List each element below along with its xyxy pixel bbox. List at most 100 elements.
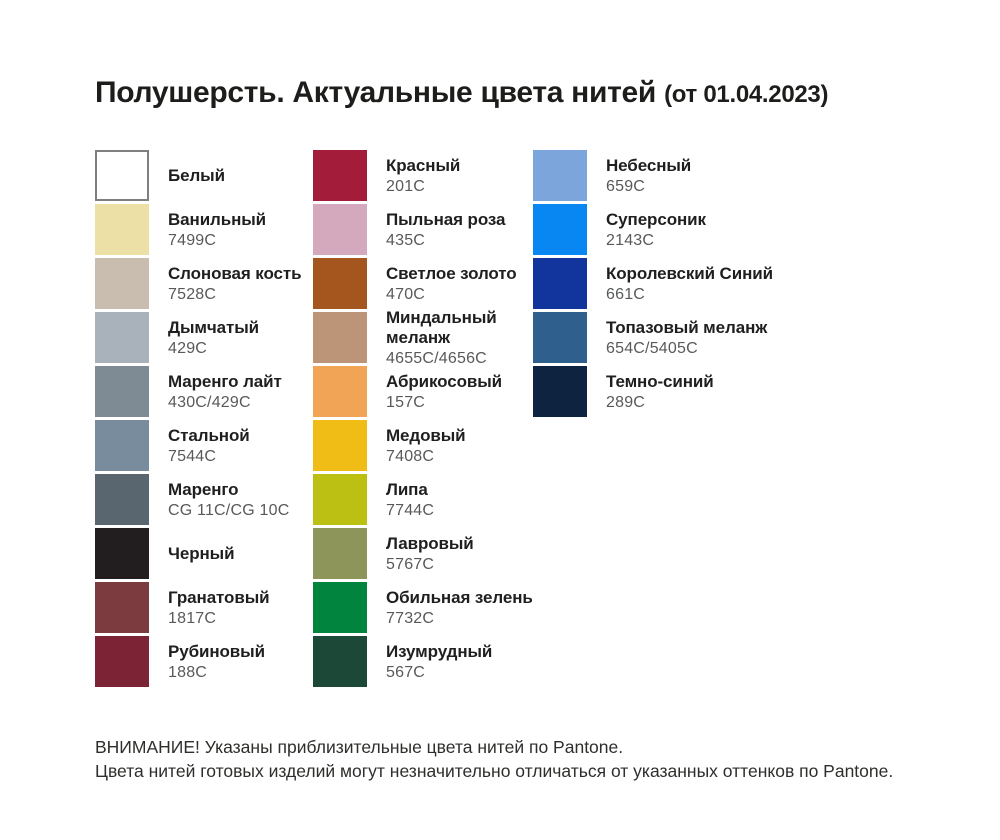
color-swatch <box>95 258 149 309</box>
color-row: Маренго лайт 430C/429C <box>95 366 326 417</box>
color-labels: Маренго лайт 430C/429C <box>168 372 326 412</box>
swatch-column-2: Красный 201C Пыльная роза 435C Светлое золот… <box>313 150 544 690</box>
color-code: 2143C <box>606 231 655 249</box>
color-code: 7528C <box>168 285 217 303</box>
color-swatch <box>95 420 149 471</box>
color-labels: Гранатовый 1817C <box>168 588 326 628</box>
color-labels: Абрикосовый 157C <box>386 372 544 412</box>
color-swatch <box>95 150 149 201</box>
color-name: Миндальный меланж <box>386 307 497 347</box>
color-row: Абрикосовый 157C <box>313 366 544 417</box>
color-swatch <box>95 528 149 579</box>
color-code: 567C <box>386 663 426 681</box>
color-name: Черный <box>168 543 235 563</box>
color-swatch <box>313 204 367 255</box>
color-row: Королевский Синий 661C <box>533 258 798 309</box>
color-name: Небесный <box>606 155 692 175</box>
color-labels: Лавровый 5767C <box>386 534 544 574</box>
color-code: 5767C <box>386 555 435 573</box>
color-swatch <box>313 636 367 687</box>
color-labels: Черный <box>168 544 326 564</box>
color-row: Обильная зелень 7732C <box>313 582 544 633</box>
color-row: Дымчатый 429C <box>95 312 326 363</box>
color-row: Светлое золото 470C <box>313 258 544 309</box>
color-name: Дымчатый <box>168 317 260 337</box>
color-name: Пыльная роза <box>386 209 506 229</box>
color-code: 7744C <box>386 501 435 519</box>
color-swatch <box>95 366 149 417</box>
page-title-date: (от 01.04.2023) <box>664 81 829 108</box>
page-title-main: Полушерсть. Актуальные цвета нитей <box>95 76 657 109</box>
color-row: Рубиновый 188C <box>95 636 326 687</box>
color-row: Маренго CG 11C/CG 10C <box>95 474 326 525</box>
color-name: Светлое золото <box>386 263 517 283</box>
color-labels: Дымчатый 429C <box>168 318 326 358</box>
color-swatch <box>313 366 367 417</box>
color-code: 188C <box>168 663 208 681</box>
color-swatch <box>313 420 367 471</box>
color-name: Изумрудный <box>386 641 493 661</box>
color-labels: Маренго CG 11C/CG 10C <box>168 480 326 520</box>
color-row: Топазовый меланж 654C/5405C <box>533 312 798 363</box>
color-name: Стальной <box>168 425 250 445</box>
color-swatch <box>313 150 367 201</box>
color-swatch <box>533 150 587 201</box>
color-labels: Суперсоник 2143C <box>606 210 798 250</box>
color-row: Стальной 7544C <box>95 420 326 471</box>
color-name: Гранатовый <box>168 587 270 607</box>
color-swatch <box>95 636 149 687</box>
color-name: Белый <box>168 165 225 185</box>
color-name: Липа <box>386 479 428 499</box>
color-labels: Красный 201C <box>386 156 544 196</box>
color-row: Небесный 659C <box>533 150 798 201</box>
color-labels: Светлое золото 470C <box>386 264 544 304</box>
color-code: 201C <box>386 177 426 195</box>
color-row: Черный <box>95 528 326 579</box>
color-labels: Рубиновый 188C <box>168 642 326 682</box>
color-swatch <box>533 312 587 363</box>
color-row: Липа 7744C <box>313 474 544 525</box>
color-code: 430C/429C <box>168 393 251 411</box>
color-name: Обильная зелень <box>386 587 533 607</box>
color-labels: Топазовый меланж 654C/5405C <box>606 318 798 358</box>
color-name: Темно-синий <box>606 371 714 391</box>
color-labels: Стальной 7544C <box>168 426 326 466</box>
color-swatch <box>313 258 367 309</box>
color-row: Красный 201C <box>313 150 544 201</box>
color-row: Слоновая кость 7528C <box>95 258 326 309</box>
color-labels: Ванильный 7499C <box>168 210 326 250</box>
color-row: Лавровый 5767C <box>313 528 544 579</box>
color-row: Гранатовый 1817C <box>95 582 326 633</box>
color-code: 157C <box>386 393 426 411</box>
color-swatch <box>313 474 367 525</box>
color-labels: Медовый 7408C <box>386 426 544 466</box>
color-labels: Миндальный меланж 4655C/4656C <box>386 308 544 368</box>
color-swatch <box>95 474 149 525</box>
color-code: 435C <box>386 231 426 249</box>
color-labels: Изумрудный 567C <box>386 642 544 682</box>
swatch-column-3: Небесный 659C Суперсоник 2143C Королевский С… <box>533 150 798 420</box>
color-code: 7408C <box>386 447 435 465</box>
color-swatch <box>313 582 367 633</box>
color-row: Темно-синий 289C <box>533 366 798 417</box>
color-code: 289C <box>606 393 646 411</box>
color-code: 4655C/4656C <box>386 349 487 367</box>
color-name: Топазовый меланж <box>606 317 768 337</box>
color-swatch <box>533 366 587 417</box>
color-name: Медовый <box>386 425 466 445</box>
color-row: Белый <box>95 150 326 201</box>
color-name: Маренго лайт <box>168 371 282 391</box>
color-name: Слоновая кость <box>168 263 302 283</box>
color-row: Пыльная роза 435C <box>313 204 544 255</box>
color-code: 661C <box>606 285 646 303</box>
color-swatch <box>313 528 367 579</box>
swatch-column-1: Белый Ванильный 7499C Слоновая кость 7528C Ды… <box>95 150 326 690</box>
color-swatch <box>533 204 587 255</box>
color-code: 1817C <box>168 609 217 627</box>
color-code: CG 11C/CG 10C <box>168 501 290 519</box>
color-labels: Липа 7744C <box>386 480 544 520</box>
color-code: 470C <box>386 285 426 303</box>
color-swatch <box>95 582 149 633</box>
color-name: Ванильный <box>168 209 267 229</box>
